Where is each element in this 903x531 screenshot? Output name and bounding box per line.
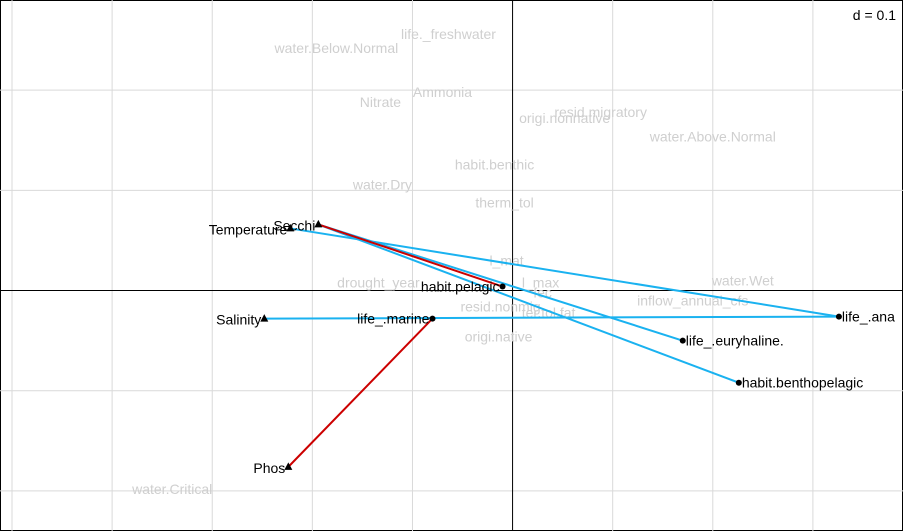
species-label-habit-pelagic: habit.pelagic — [421, 279, 500, 295]
species-label-life-euryhaline: life_.euryhaline. — [686, 333, 784, 349]
link-secchi-to-habit-pelagic — [318, 223, 503, 288]
species-marker-habit-pelagic — [499, 283, 506, 290]
scale-box: d = 0.1 — [843, 4, 899, 26]
link-secchi-to-life-euryhaline — [318, 223, 684, 342]
supplementary-label-origi-nonnative: origi.nonnative — [519, 110, 610, 126]
link-salinity-to-life-ana — [264, 315, 839, 320]
supplementary-label-habit-benthic: habit.benthic — [455, 156, 534, 172]
species-marker-life-ana — [835, 313, 842, 320]
supplementary-label-nitrate: Nitrate — [360, 94, 401, 110]
supplementary-label-water-dry: water.Dry — [352, 176, 412, 192]
supplementary-label-drought-year: drought_year — [337, 275, 420, 291]
link-temperature-to-life-ana — [290, 227, 840, 318]
scale-label: d = 0.1 — [853, 7, 896, 23]
species-marker-life-euryhaline — [679, 337, 686, 344]
environment-label-phos: Phos — [253, 460, 285, 476]
links — [264, 223, 840, 468]
link-secchi-to-habit-benthopelagic — [318, 223, 740, 384]
species-label-life-ana: life_.ana — [842, 309, 895, 325]
species-label-life-marine: life_.marine — [357, 311, 430, 327]
supplementary-label-ammonia: Ammonia — [413, 84, 472, 100]
supplementary-label-water-above-normal: water.Above.Normal — [649, 128, 776, 144]
supplementary-label-l-max: l_max — [522, 275, 559, 291]
supplementary-label-life-freshwater: life._freshwater — [401, 26, 496, 42]
environment-label-secchi: Secchi — [273, 217, 315, 233]
species-marker-habit-benthopelagic — [735, 379, 742, 386]
supplementary-label-water-below-normal: water.Below.Normal — [274, 40, 399, 56]
supplementary-label-therm-tol: therm_tol — [475, 194, 533, 210]
environment-label-temperature: Temperature — [209, 221, 288, 237]
environment-marker-secchi — [314, 219, 323, 228]
supplementary-label-water-critical: water.Critical — [131, 481, 212, 497]
environment-marker-salinity — [260, 314, 269, 322]
species-label-habit-benthopelagic: habit.benthopelagic — [742, 375, 863, 391]
species-marker-life-marine — [429, 315, 436, 322]
supplementary-label-resid-nonmig: resid.nonmig — [460, 299, 540, 315]
environment-marker-temperature — [286, 223, 295, 232]
supplementary-label-inflow-annual-cfs: inflow_annual_cfs — [637, 293, 748, 309]
supplementary-label-water-wet: water.Wet — [711, 273, 774, 289]
supplementary-label-origi-native: origi.native — [465, 329, 533, 345]
supplementary-label-resid-migratory: resid.migratory — [554, 104, 647, 120]
environment-marker-phos — [284, 462, 293, 470]
environment-label-salinity: Salinity — [216, 312, 261, 328]
scale-box-background — [843, 4, 899, 26]
link-phos-to-life-marine — [287, 317, 434, 468]
